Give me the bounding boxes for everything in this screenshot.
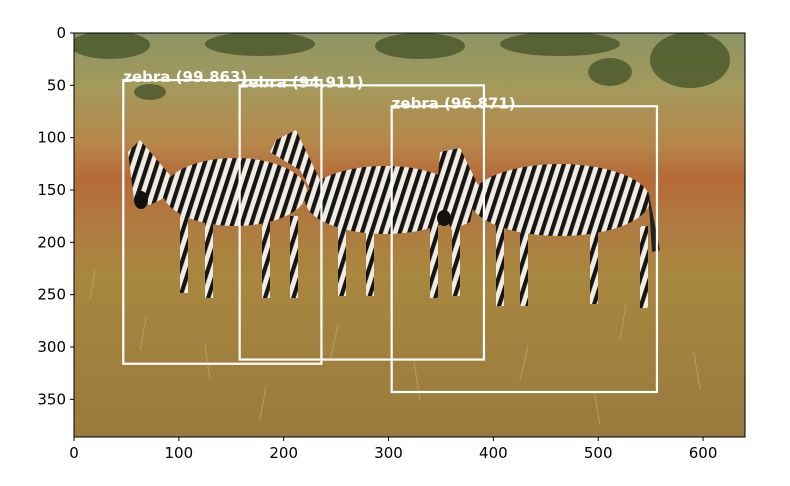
x-axis: 0 100 200 300 400 500 600 (69, 437, 717, 462)
savanna-photo (74, 33, 745, 437)
zebra-left (128, 140, 307, 298)
y-tick-label: 250 (37, 286, 66, 304)
detection-box (390, 105, 659, 394)
x-tick-label: 400 (479, 444, 508, 462)
x-tick-label: 0 (69, 444, 79, 462)
x-tick-label: 600 (689, 444, 718, 462)
detection-box (238, 84, 486, 361)
detection-box (122, 78, 323, 365)
detection-layer: zebra (99.863)zebra (94.911) zebra (96.87… (122, 68, 659, 394)
y-tick-label: 100 (37, 129, 66, 147)
detection-label: zebra (96.871) (392, 94, 516, 112)
x-tick-label: 500 (584, 444, 613, 462)
y-axis: 0 50 100 150 200 250 300 350 (37, 24, 74, 408)
x-tick-label: 200 (269, 444, 298, 462)
y-tick-label: 50 (47, 76, 66, 94)
x-tick-label: 300 (374, 444, 403, 462)
axes-frame (73, 32, 746, 438)
x-tick-label: 100 (165, 444, 194, 462)
detection-label: zebra (99.863) (123, 68, 247, 86)
y-tick-label: 350 (37, 390, 66, 408)
y-tick-label: 150 (37, 181, 66, 199)
y-tick-label: 200 (37, 233, 66, 251)
zebra-middle (270, 130, 465, 298)
y-tick-label: 0 (56, 24, 66, 42)
detection-label: zebra (94.911) (240, 73, 364, 91)
y-tick-label: 300 (37, 338, 66, 356)
